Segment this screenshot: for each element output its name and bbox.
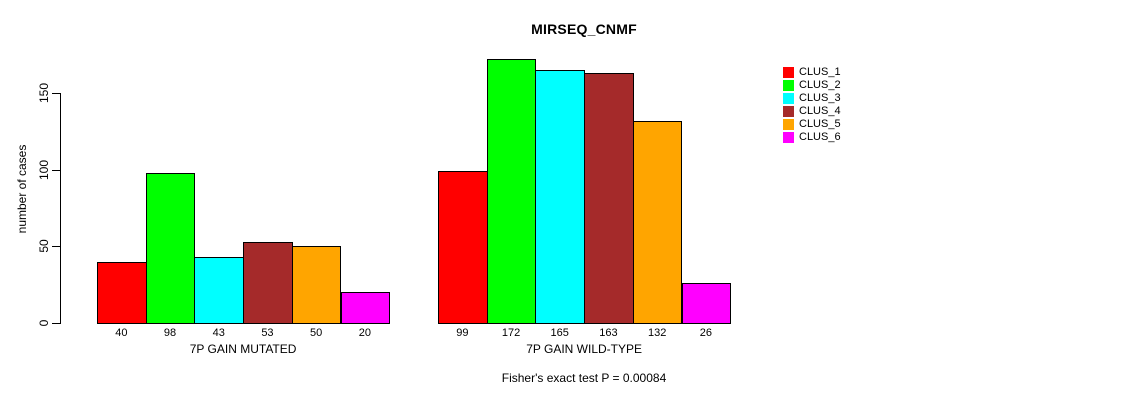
- y-tick-mark: [52, 93, 60, 94]
- bar-value-label: 20: [358, 327, 371, 339]
- legend-swatch-icon: [783, 119, 794, 130]
- bar-value-label: 172: [501, 327, 521, 339]
- bar-value-label: 50: [310, 327, 323, 339]
- legend-item-clus_1: CLUS_1: [783, 66, 841, 79]
- bar-clus_2-group1: [145, 173, 196, 324]
- y-axis: [60, 93, 61, 324]
- bar-value-label: 132: [647, 327, 667, 339]
- legend-label: CLUS_3: [799, 92, 841, 104]
- bar-clus_4-group1: [243, 242, 293, 324]
- y-tick-label: 100: [37, 159, 51, 180]
- bar-clus_5-group2: [632, 121, 683, 324]
- legend-swatch-icon: [783, 67, 794, 78]
- bar-clus_5-group1: [291, 246, 342, 324]
- group-label-2: 7P GAIN WILD-TYPE: [526, 342, 642, 356]
- legend-item-clus_6: CLUS_6: [783, 131, 841, 144]
- bar-value-label: 165: [550, 327, 569, 339]
- bar-value-label: 26: [699, 327, 712, 339]
- legend-swatch-icon: [783, 93, 794, 104]
- legend-item-clus_4: CLUS_4: [783, 105, 841, 118]
- y-tick-mark: [52, 169, 60, 171]
- bar-value-label: 53: [261, 327, 274, 339]
- chart-title: MIRSEQ_CNMF: [531, 21, 637, 37]
- bar-value-label: 99: [456, 327, 469, 339]
- bar-clus_6-group1: [340, 292, 391, 324]
- bar-clus_4-group2: [584, 73, 634, 324]
- legend-label: CLUS_5: [799, 118, 841, 130]
- legend-item-clus_3: CLUS_3: [783, 92, 841, 105]
- bar-value-label: 163: [599, 327, 618, 339]
- legend-swatch-icon: [783, 106, 794, 117]
- y-axis-label: number of cases: [15, 144, 29, 234]
- bar-value-label: 43: [212, 327, 225, 339]
- bar-clus_1-group2: [438, 171, 488, 324]
- legend-item-clus_2: CLUS_2: [783, 79, 841, 92]
- legend-swatch-icon: [783, 132, 794, 143]
- bar-clus_3-group1: [194, 257, 245, 324]
- bar-value-label: 40: [115, 327, 128, 339]
- y-tick-mark: [52, 246, 60, 248]
- y-tick-label: 0: [37, 319, 51, 327]
- fisher-test-note: Fisher's exact test P = 0.00084: [501, 371, 667, 385]
- y-tick-label: 50: [37, 239, 51, 254]
- bar-clus_6-group2: [681, 283, 732, 324]
- legend-item-clus_5: CLUS_5: [783, 118, 841, 131]
- bar-clus_3-group2: [535, 70, 586, 324]
- legend: CLUS_1 CLUS_2 CLUS_3 CLUS_4 CLUS_5 CLUS_6: [783, 66, 841, 144]
- bar-clus_2-group2: [486, 59, 537, 324]
- bar-value-label: 98: [163, 327, 177, 339]
- legend-swatch-icon: [783, 80, 794, 91]
- legend-label: CLUS_1: [799, 66, 841, 78]
- legend-label: CLUS_4: [799, 105, 841, 117]
- y-tick-label: 150: [37, 82, 51, 104]
- legend-label: CLUS_2: [799, 79, 841, 91]
- group-label-1: 7P GAIN MUTATED: [189, 342, 297, 356]
- legend-label: CLUS_6: [799, 131, 841, 143]
- bar-clus_1-group1: [97, 262, 147, 324]
- y-tick-mark: [52, 323, 60, 324]
